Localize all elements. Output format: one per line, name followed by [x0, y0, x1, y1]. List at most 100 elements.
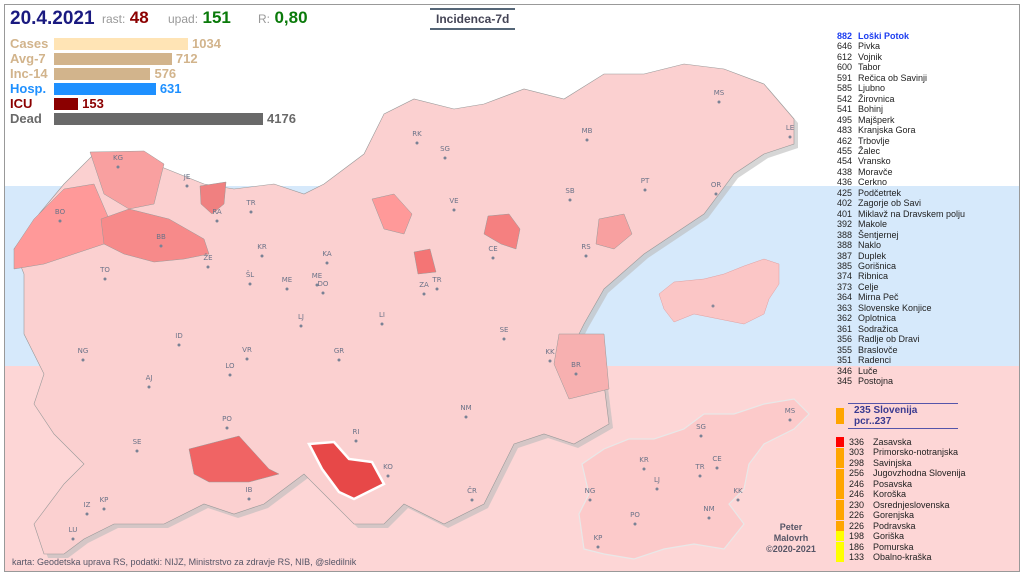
municipality-item[interactable]: 438 Moravče [835, 167, 965, 177]
municipality-item[interactable]: 401 Miklavž na Dravskem polju [835, 209, 965, 219]
town-dot [135, 449, 139, 453]
town-dot [58, 219, 62, 223]
municipality-item[interactable]: 591 Rečica ob Savinji [835, 73, 965, 83]
town-dot [470, 498, 474, 502]
municipality-name: Gorišnica [858, 260, 897, 271]
municipality-pt [371, 193, 413, 235]
map-label: SG [440, 145, 450, 153]
municipality-name: Šentjernej [858, 229, 899, 240]
region-item[interactable]: 298 Savinjska [836, 458, 966, 469]
town-dot [452, 208, 456, 212]
town-dot [698, 474, 702, 478]
stat-label: Dead [10, 111, 42, 126]
town-dot [585, 138, 589, 142]
incidence-value: 373 [836, 281, 852, 292]
municipality-name: Cerkno [858, 177, 888, 188]
municipality-bovec-bohinj [100, 208, 210, 263]
map-label: SE [133, 438, 142, 446]
municipality-zirovnica [199, 181, 227, 215]
town-dot [285, 287, 289, 291]
incidence-value: 355 [836, 344, 852, 355]
municipality-item[interactable]: 374 Ribnica [835, 271, 965, 281]
municipality-item[interactable]: 355 Braslovče [835, 345, 965, 355]
municipality-item[interactable]: 436 Cerkno [835, 177, 965, 187]
municipality-item[interactable]: 361 Sodražica [835, 324, 965, 334]
municipality-item[interactable]: 402 Zagorje ob Savi [835, 198, 965, 208]
region-item[interactable]: 226 Podravska [836, 521, 966, 531]
region-item[interactable]: 256 Jugovzhodna Slovenija [836, 468, 966, 479]
municipality-item[interactable]: 542 Žirovnica [835, 94, 965, 104]
municipality-item[interactable]: 388 Šentjernej [835, 230, 965, 240]
town-dot [206, 265, 210, 269]
incidence-value: 455 [836, 145, 852, 156]
municipality-item[interactable]: 388 Naklo [835, 240, 965, 250]
region-color-swatch [836, 447, 844, 458]
region-name: Obalno-kraška [873, 551, 932, 562]
municipality-item[interactable]: 346 Luče [835, 366, 965, 376]
map-label: SE [500, 326, 509, 334]
incidence-value: 436 [836, 177, 852, 188]
region-item[interactable]: 230 Osrednjeslovenska [836, 500, 966, 510]
region-item[interactable]: 186 Pomurska [836, 542, 966, 552]
municipality-item[interactable]: 356 Radlje ob Dravi [835, 334, 965, 344]
municipality-item[interactable]: 425 Podčetrtek [835, 188, 965, 198]
incidence-value: 882 [836, 31, 852, 41]
municipality-br [553, 333, 610, 400]
municipality-item[interactable]: 364 Mirna Peč [835, 292, 965, 302]
municipality-item[interactable]: 387 Duplek [835, 251, 965, 261]
map-label: LJ [298, 313, 304, 321]
region-item[interactable]: 303 Primorsko-notranjska [836, 447, 966, 458]
region-item[interactable]: 198 Goriška [836, 531, 966, 542]
incidence-value: 646 [836, 41, 852, 52]
source-footer: karta: Geodetska uprava RS, podatki: NIJ… [12, 557, 357, 567]
municipality-item[interactable]: 392 Makole [835, 219, 965, 229]
region-color-swatch [836, 489, 844, 500]
town-dot [422, 292, 426, 296]
municipality-item[interactable]: 585 Ljubno [835, 83, 965, 93]
town-dot [116, 165, 120, 169]
town-dot [228, 373, 232, 377]
author-credit: Peter Malovrh ©2020-2021 [760, 522, 822, 555]
map-label: CE [712, 455, 721, 463]
municipality-item[interactable]: 362 Oplotnica [835, 313, 965, 323]
town-dot [642, 467, 646, 471]
map-label: NG [78, 347, 89, 355]
region-item[interactable]: 133 Obalno-kraška [836, 551, 966, 563]
municipality-item[interactable]: 612 Vojnik [835, 52, 965, 62]
stat-row: Inc-14 576 [10, 66, 296, 81]
map-label: BO [55, 208, 66, 216]
municipality-item[interactable]: 351 Radenci [835, 355, 965, 365]
town-dot [245, 357, 249, 361]
municipality-item[interactable]: 600 Tabor [835, 62, 965, 72]
region-color-swatch [836, 510, 844, 521]
municipality-name: Duplek [858, 250, 887, 261]
region-color-swatch [836, 520, 844, 531]
municipality-item[interactable]: 646 Pivka [835, 41, 965, 51]
municipality-item[interactable]: 385 Gorišnica [835, 261, 965, 271]
incidence-value: 542 [836, 93, 852, 104]
region-name: Jugovzhodna Slovenija [873, 468, 966, 479]
stat-value: 4176 [267, 111, 296, 126]
municipality-item[interactable]: 483 Kranjska Gora [835, 125, 965, 135]
municipality-item[interactable]: 455 Žalec [835, 146, 965, 156]
municipality-item[interactable]: 363 Slovenske Konjice [835, 303, 965, 313]
region-item[interactable]: 336 Zasavska [836, 437, 966, 448]
municipality-item[interactable]: 882 Loški Potok [835, 31, 965, 41]
incidence-mode-button[interactable]: Incidenca-7d [430, 8, 516, 30]
region-item[interactable]: 246 Koroška [836, 489, 966, 500]
municipality-item[interactable]: 345 Postojna [835, 376, 965, 386]
stat-value: 631 [159, 81, 182, 96]
municipality-item[interactable]: 541 Bohinj [835, 104, 965, 114]
map-label: TR [431, 276, 441, 284]
municipality-item[interactable]: 373 Celje [835, 282, 965, 292]
town-dot [633, 522, 637, 526]
incidence-value: 374 [836, 271, 852, 282]
municipality-item[interactable]: 462 Trbovlje [835, 136, 965, 146]
town-dot [337, 358, 341, 362]
municipality-item[interactable]: 495 Majšperk [835, 115, 965, 125]
municipality-item[interactable]: 454 Vransko [835, 156, 965, 166]
slovenia-total-label: 235 Slovenija pcr..237 [848, 403, 958, 429]
region-item[interactable]: 246 Posavska [836, 479, 966, 490]
region-item[interactable]: 226 Gorenjska [836, 510, 966, 521]
